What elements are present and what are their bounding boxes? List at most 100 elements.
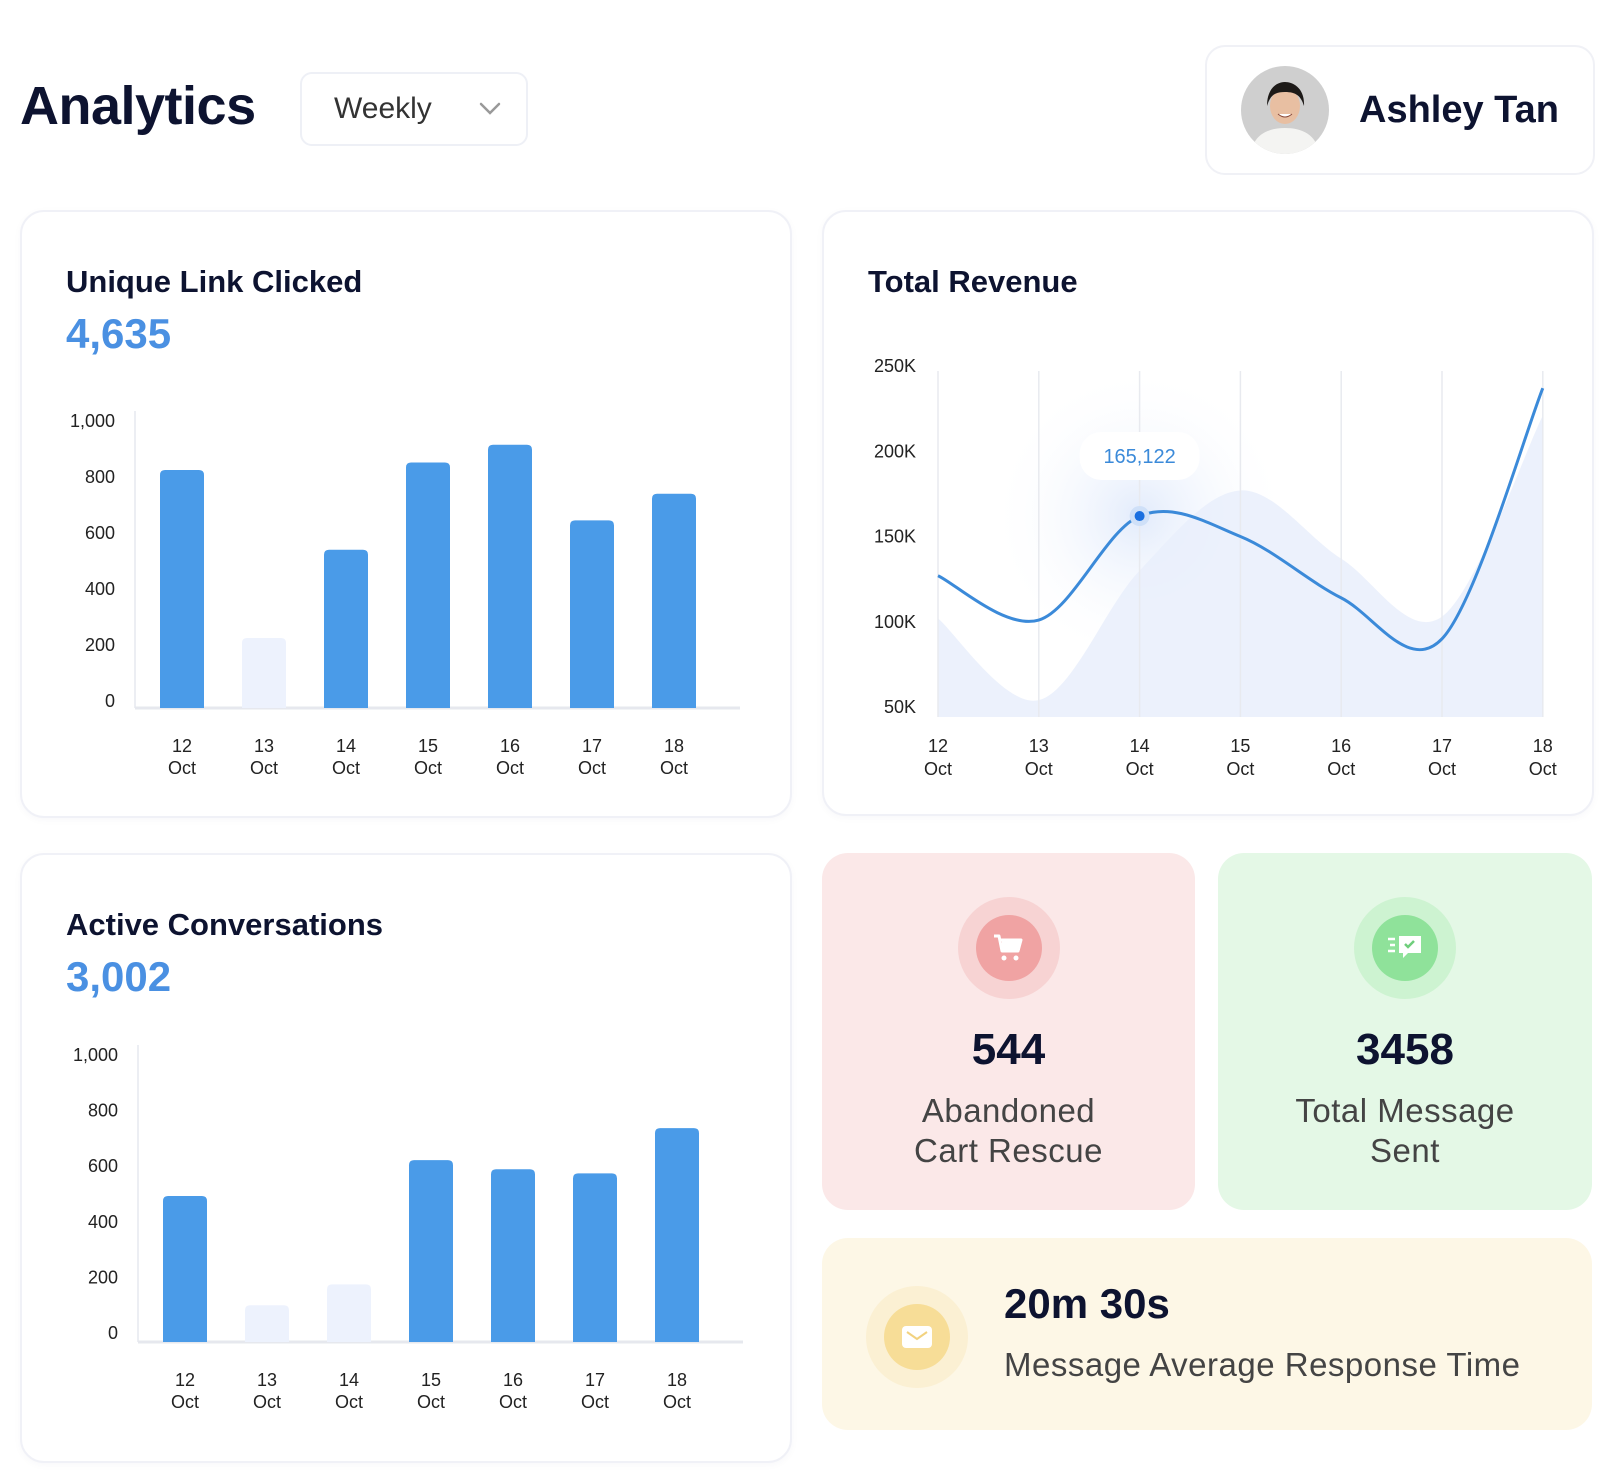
- y-tick-label: 1,000: [73, 1045, 118, 1065]
- y-tick-label: 0: [108, 1323, 118, 1343]
- x-tick-label: 12: [175, 1370, 195, 1390]
- abandoned-cart-card: 544 Abandoned Cart Rescue: [822, 853, 1195, 1210]
- x-tick-label: Oct: [660, 758, 688, 778]
- cart-icon-ring: [957, 897, 1060, 999]
- card-total: 3,002: [66, 953, 172, 1000]
- x-tick-label: 17: [585, 1370, 605, 1390]
- y-tick-label: 200: [85, 635, 115, 655]
- cart-icon: [975, 915, 1042, 981]
- user-name: Ashley Tan: [1359, 88, 1559, 131]
- unique-link-chart: 02004006008001,00012Oct13Oct14Oct15Oct16…: [70, 411, 740, 778]
- stat-label: Abandoned Cart Rescue: [914, 1092, 1103, 1169]
- y-tick-label: 200K: [874, 441, 916, 461]
- x-tick-label: Oct: [168, 758, 196, 778]
- bar: [160, 470, 204, 708]
- y-tick-label: 0: [105, 691, 115, 711]
- tooltip-value: 165,122: [1103, 446, 1175, 468]
- x-tick-label: 16: [500, 736, 520, 756]
- card-title: Total Revenue: [868, 264, 1078, 299]
- x-tick-label: 18: [667, 1370, 687, 1390]
- bar: [245, 1305, 289, 1342]
- total-message-card: 3458 Total Message Sent: [1218, 853, 1592, 1210]
- x-tick-label: Oct: [1428, 759, 1456, 779]
- y-tick-label: 400: [88, 1212, 118, 1232]
- bar: [163, 1195, 207, 1342]
- x-tick-label: 16: [1331, 736, 1351, 756]
- bar: [324, 549, 368, 708]
- bar: [327, 1284, 371, 1342]
- x-tick-label: 12: [172, 736, 192, 756]
- chevron-down-icon: [479, 102, 501, 115]
- data-point: [1134, 511, 1145, 522]
- tooltip-box: [1079, 432, 1200, 480]
- x-tick-label: Oct: [499, 1392, 527, 1412]
- bar: [573, 1173, 617, 1342]
- x-tick-label: 14: [339, 1370, 359, 1390]
- y-tick-label: 250K: [874, 356, 916, 376]
- y-tick-label: 100K: [874, 612, 916, 632]
- x-tick-label: 18: [1533, 736, 1553, 756]
- bar: [570, 520, 614, 708]
- avatar: [1241, 66, 1329, 154]
- card-total: 4,635: [66, 310, 172, 357]
- x-tick-label: 14: [1130, 736, 1150, 756]
- x-tick-label: Oct: [171, 1392, 199, 1412]
- period-dropdown[interactable]: Weekly: [300, 72, 528, 146]
- y-tick-label: 1,000: [70, 411, 115, 431]
- x-tick-label: Oct: [250, 758, 278, 778]
- message-check-icon: [1372, 915, 1438, 981]
- message-icon-ring: [1354, 897, 1456, 999]
- bar: [409, 1160, 453, 1342]
- unique-link-clicked-card: Unique Link Clicked 4,635 0 200 400 600 800 1…: [20, 210, 792, 818]
- active-conversations-chart: 02004006008001,00012Oct13Oct14Oct15Oct16…: [73, 1045, 743, 1412]
- x-tick-label: Oct: [253, 1392, 281, 1412]
- x-tick-label: 17: [582, 736, 602, 756]
- y-tick-label: 800: [85, 467, 115, 487]
- y-tick-label: 150K: [874, 527, 916, 547]
- x-tick-label: 15: [418, 736, 438, 756]
- x-tick-label: Oct: [581, 1392, 609, 1412]
- bar: [488, 444, 532, 708]
- bar: [491, 1169, 535, 1342]
- x-tick-label: Oct: [414, 758, 442, 778]
- x-tick-label: 14: [336, 736, 356, 756]
- page-title: Analytics: [20, 76, 256, 136]
- x-tick-label: Oct: [1025, 759, 1053, 779]
- card-title: Unique Link Clicked: [66, 264, 363, 299]
- x-tick-label: Oct: [1327, 759, 1355, 779]
- x-tick-label: Oct: [335, 1392, 363, 1412]
- x-tick-label: 13: [254, 736, 274, 756]
- y-tick-label: 600: [85, 523, 115, 543]
- active-conversations-card: Active Conversations 3,002 0 200 400 600 800…: [20, 853, 792, 1463]
- total-revenue-card: Total Revenue 12 Oct 13 Oct 14 Oct 15 Oct 16 Oct 1…: [822, 210, 1594, 816]
- x-tick-label: Oct: [663, 1392, 691, 1412]
- x-tick-label: 13: [257, 1370, 277, 1390]
- y-tick-label: 50K: [884, 697, 916, 717]
- x-tick-label: Oct: [1529, 759, 1557, 779]
- user-profile[interactable]: Ashley Tan: [1205, 45, 1595, 175]
- envelope-icon-ring: [866, 1286, 968, 1388]
- y-tick-label: 400: [85, 579, 115, 599]
- x-tick-label: Oct: [417, 1392, 445, 1412]
- x-tick-label: 16: [503, 1370, 523, 1390]
- x-tick-label: 12: [928, 736, 948, 756]
- card-title: Active Conversations: [66, 907, 383, 942]
- y-tick-label: 600: [88, 1156, 118, 1176]
- envelope-icon: [884, 1304, 950, 1370]
- x-tick-label: 15: [421, 1370, 441, 1390]
- revenue-chart: 12 Oct 13 Oct 14 Oct 15 Oct 16 Oct 17 Oct 18 Oct 50K 10…: [874, 356, 1557, 779]
- y-tick-label: 200: [88, 1267, 118, 1287]
- stat-value: 544: [971, 1025, 1046, 1074]
- bar: [242, 638, 286, 708]
- x-tick-label: 15: [1230, 736, 1250, 756]
- x-tick-label: 13: [1029, 736, 1049, 756]
- x-tick-label: Oct: [924, 759, 952, 779]
- x-tick-label: 17: [1432, 736, 1452, 756]
- stat-value: 20m 30s: [1004, 1280, 1170, 1327]
- x-tick-label: 18: [664, 736, 684, 756]
- y-tick-label: 800: [88, 1101, 118, 1121]
- stat-value: 3458: [1356, 1025, 1454, 1074]
- stat-label: Total Message Sent: [1295, 1092, 1515, 1169]
- stat-label: Message Average Response Time: [1004, 1346, 1521, 1383]
- x-tick-label: Oct: [578, 758, 606, 778]
